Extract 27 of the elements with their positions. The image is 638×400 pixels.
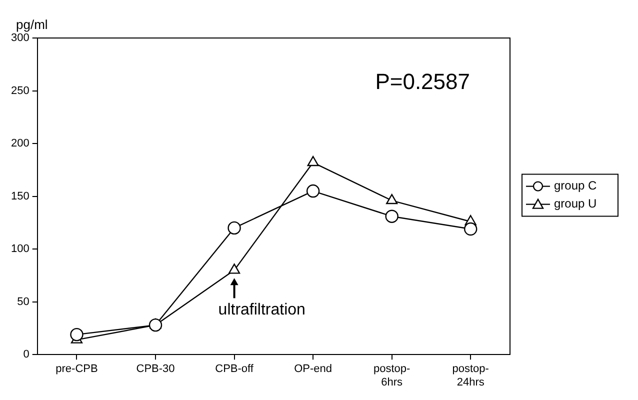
annotation: P=0.2587 (375, 69, 470, 94)
point (464, 222, 478, 236)
point (306, 184, 320, 198)
point (228, 264, 240, 274)
legend-label: group C (554, 178, 598, 193)
y-tick-label: 100 (10, 243, 30, 256)
y-axis-title: pg/ml (16, 17, 48, 32)
point (385, 210, 398, 223)
point (70, 328, 84, 342)
y-tick-label: 200 (10, 138, 30, 150)
point (228, 221, 241, 235)
point (307, 156, 319, 166)
x-tick-label: postop- 24hrs (452, 363, 490, 388)
x-tick-label: CPB-off (215, 363, 254, 376)
x-tick-label: CPB-30 (136, 363, 175, 376)
legend-label: group U (554, 196, 597, 211)
x-tick-label: OP-end (294, 363, 332, 376)
point (386, 194, 398, 204)
y-tick-label: 250 (10, 84, 30, 97)
annotation: ultrafiltration (218, 302, 306, 319)
y-tick-label: 50 (17, 296, 30, 308)
y-tick-label: 300 (10, 32, 30, 44)
point (148, 318, 162, 332)
x-tick-label: pre-CPB (56, 363, 98, 376)
x-tick-label: postop- 6hrs (373, 363, 411, 388)
y-tick-label: 150 (10, 190, 30, 202)
y-tick-label: 0 (23, 348, 30, 361)
